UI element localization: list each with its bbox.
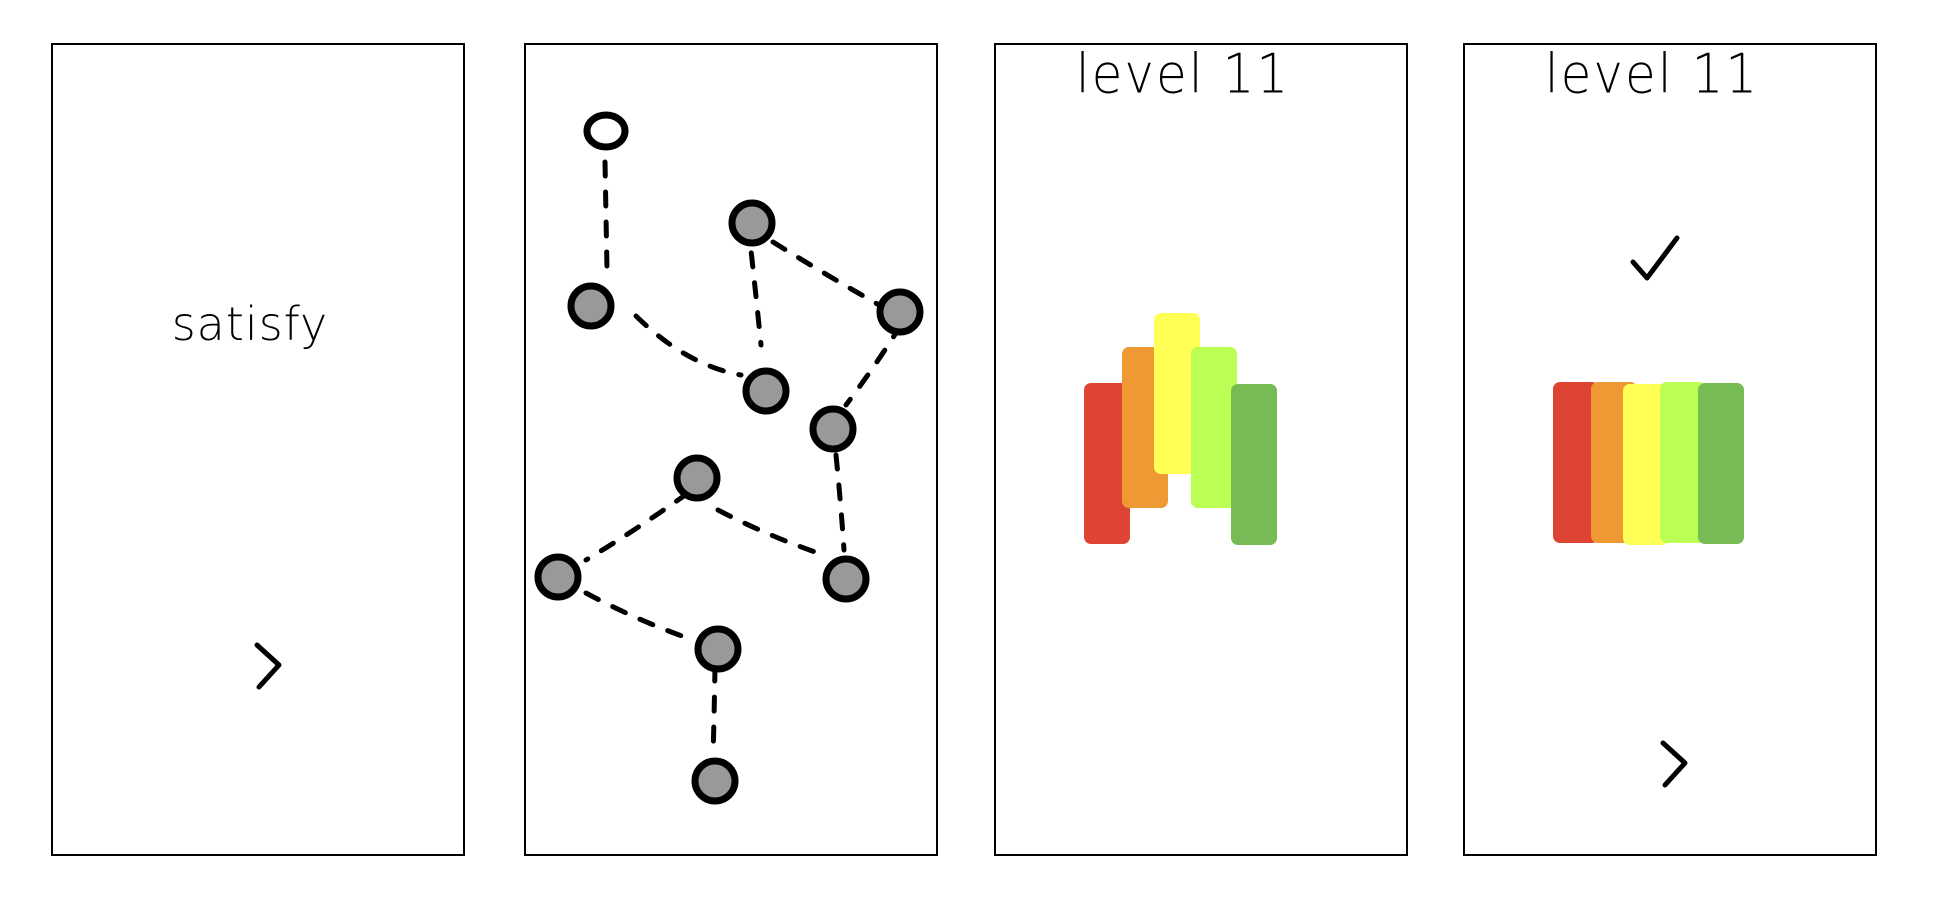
graph-node: [728, 199, 776, 247]
color-bar-green[interactable]: [1698, 383, 1744, 544]
graph-puzzle-panel: [524, 43, 938, 856]
chevron-right-icon[interactable]: [249, 637, 289, 697]
title-screen-panel: satisfy: [51, 43, 465, 856]
color-bar-yellow[interactable]: [1623, 384, 1669, 545]
level-label: level 11: [1075, 42, 1291, 106]
puzzle-graph: [534, 111, 924, 805]
graph-edge: [583, 590, 696, 643]
bar-stack-unsorted: [1084, 313, 1277, 545]
color-bar-lime[interactable]: [1660, 382, 1706, 543]
level-screen-solved: level 11: [1463, 43, 1877, 856]
color-bar-yellow[interactable]: [1154, 313, 1200, 474]
graph-edge: [833, 452, 847, 553]
graph-node: [691, 757, 739, 805]
graph-edge: [770, 239, 884, 309]
graph-node: [822, 555, 870, 603]
graph-node: [534, 553, 582, 601]
graph-edge: [633, 313, 744, 378]
color-bar-lime[interactable]: [1191, 347, 1237, 508]
color-bar-red[interactable]: [1553, 382, 1599, 543]
level-screen-unsorted: level 11: [994, 43, 1408, 856]
graph-edge: [843, 322, 904, 408]
graph-node: [694, 625, 742, 673]
graph-node: [673, 454, 721, 502]
color-bar-green[interactable]: [1231, 384, 1277, 545]
graph-edge: [710, 664, 718, 758]
level-label: level 11: [1544, 42, 1760, 106]
graph-edge: [583, 490, 691, 563]
chevron-right-icon[interactable]: [1655, 735, 1695, 795]
graph-node: [809, 405, 857, 453]
graph-edge: [715, 507, 821, 556]
checkmark-icon: [1630, 235, 1680, 281]
graph-node: [567, 282, 615, 330]
graph-node: [742, 367, 790, 415]
game-title: satisfy: [171, 297, 329, 351]
bar-stack-sorted: [1553, 382, 1744, 545]
graph-node: [876, 288, 924, 336]
start-node: [583, 111, 629, 151]
graph-edge: [602, 159, 610, 273]
color-bar-red[interactable]: [1084, 383, 1130, 544]
